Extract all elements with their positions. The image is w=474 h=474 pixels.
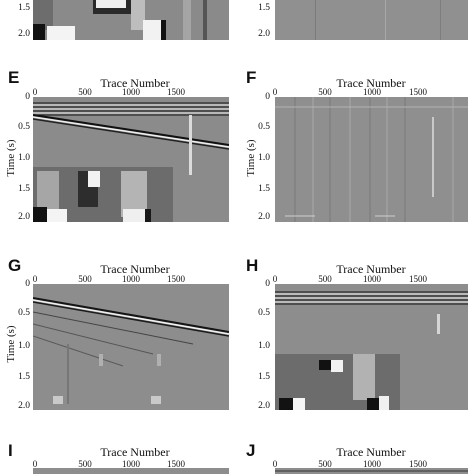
x-tick-label: 1500	[167, 87, 185, 97]
x-tick-label: 1500	[409, 459, 427, 469]
x-tick-label: 0	[272, 87, 278, 97]
x-tick-label: 0	[32, 274, 38, 284]
x-tick-label: 0	[272, 274, 278, 284]
x-tick-label: 1500	[167, 459, 185, 469]
y-tick-label: 1.0	[18, 153, 30, 163]
y-tick-label: 2.0	[18, 401, 30, 411]
y-tick-label: 1.0	[258, 153, 270, 163]
y-tick-label: 2.0	[18, 212, 30, 222]
y-tick-label: 1.5	[18, 372, 30, 382]
x-axis-label: Trace Number	[100, 445, 170, 459]
x-tick-label: 1500	[409, 274, 427, 284]
x-tick-label: 0	[32, 87, 38, 97]
y-tick-label: 0	[25, 92, 30, 102]
y-tick-label: 2.0	[258, 29, 270, 39]
y-tick-label: 0.5	[258, 308, 270, 318]
y-tick-label: 0.5	[18, 122, 30, 132]
x-tick-label: 1000	[363, 87, 381, 97]
panel-letter: E	[8, 68, 20, 87]
y-tick-label: 0.5	[18, 308, 30, 318]
seismic-section-g	[33, 284, 229, 410]
panel-letter: G	[8, 256, 22, 275]
y-tick-label: 1.5	[18, 184, 30, 194]
seismic-section-h	[275, 284, 468, 410]
y-tick-label: 0	[25, 279, 30, 289]
y-tick-label: 1.5	[258, 372, 270, 382]
x-tick-label: 1500	[167, 274, 185, 284]
x-tick-label: 500	[78, 459, 92, 469]
x-axis-label: Trace Number	[336, 445, 406, 459]
y-tick-label: 1.0	[258, 341, 270, 351]
y-tick-label: 1.5	[258, 184, 270, 194]
y-tick-label: 0	[265, 279, 270, 289]
y-tick-label: 2.0	[258, 401, 270, 411]
seismic-section-j	[275, 468, 468, 474]
seismic-section-top-left	[33, 0, 229, 40]
seismic-section-e	[33, 97, 229, 222]
x-tick-label: 500	[78, 87, 92, 97]
y-tick-label: 0.5	[258, 122, 270, 132]
x-tick-label: 500	[318, 87, 332, 97]
y-tick-label: 2.0	[258, 212, 270, 222]
x-tick-label: 1000	[122, 274, 140, 284]
panel-letter: J	[246, 441, 256, 460]
x-tick-label: 0	[272, 459, 278, 469]
x-tick-label: 1000	[363, 459, 381, 469]
y-tick-label: 1.5	[258, 3, 270, 13]
x-tick-label: 1000	[122, 459, 140, 469]
x-tick-label: 500	[318, 459, 332, 469]
x-tick-label: 0	[32, 459, 38, 469]
x-tick-label: 1000	[122, 87, 140, 97]
panel-letter: I	[8, 441, 13, 460]
panel-letter: H	[246, 256, 259, 275]
y-tick-label: 1.5	[18, 3, 30, 13]
y-tick-label: 1.0	[18, 341, 30, 351]
x-axis-label: Trace Number	[336, 76, 406, 90]
seismic-section-i	[33, 468, 229, 474]
x-tick-label: 500	[78, 274, 92, 284]
x-axis-label: Trace Number	[100, 262, 170, 276]
seismic-section-top-right	[275, 0, 468, 40]
x-axis-label: Trace Number	[100, 76, 170, 90]
x-axis-label: Trace Number	[336, 262, 406, 276]
x-tick-label: 500	[318, 274, 332, 284]
x-tick-label: 1000	[363, 274, 381, 284]
y-tick-label: 0	[265, 92, 270, 102]
y-tick-label: 2.0	[18, 29, 30, 39]
x-tick-label: 1500	[409, 87, 427, 97]
seismic-section-f	[275, 97, 468, 222]
panel-letter: F	[246, 68, 257, 87]
